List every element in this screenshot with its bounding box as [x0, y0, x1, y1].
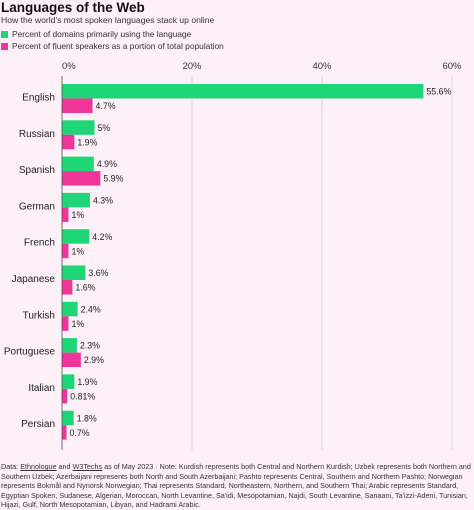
- data-label-s1-2: 5.9%: [103, 174, 123, 184]
- category-label-2: Spanish: [19, 165, 55, 176]
- category-label-3: German: [19, 201, 55, 212]
- category-label-1: Russian: [19, 129, 55, 140]
- footnote-and: and: [56, 462, 73, 471]
- category-label-6: Turkish: [23, 310, 55, 321]
- bar-s1-1: [62, 134, 75, 150]
- bar-chart: 0% 20% 40% 60%English55.6%4.7%Russian5%1.9%…: [4, 61, 462, 450]
- data-label-s1-7: 2.9%: [84, 355, 104, 365]
- bar-s0-8: [62, 374, 75, 389]
- data-label-s0-1: 5%: [98, 123, 111, 133]
- category-label-7: Portuguese: [4, 347, 56, 358]
- legend-label-domains: Percent of domains primarily using the l…: [12, 29, 192, 39]
- category-label-9: Persian: [21, 419, 55, 430]
- legend-item-domains: Percent of domains primarily using the l…: [1, 28, 224, 40]
- legend: Percent of domains primarily using the l…: [1, 28, 224, 52]
- legend-swatch-domains: [1, 30, 8, 38]
- data-label-s0-8: 1.9%: [77, 377, 97, 387]
- data-label-s0-6: 2.4%: [81, 304, 101, 314]
- legend-item-speakers: Percent of fluent speakers as a portion …: [1, 40, 224, 52]
- data-label-s0-0: 55.6%: [426, 87, 451, 97]
- data-label-s1-9: 0.7%: [70, 428, 90, 438]
- source-link-ethnologue[interactable]: Ethnologue: [20, 462, 57, 471]
- bar-s0-9: [62, 410, 74, 426]
- chart-subtitle: How the world's most spoken languages st…: [1, 15, 215, 25]
- source-link-w3techs[interactable]: W3Techs: [72, 462, 103, 471]
- data-label-s0-5: 3.6%: [88, 268, 108, 278]
- bar-s1-5: [62, 280, 73, 295]
- bar-s0-5: [62, 265, 86, 280]
- category-label-4: French: [24, 238, 55, 249]
- data-label-s1-1: 1.9%: [77, 137, 97, 147]
- bar-s1-3: [62, 207, 69, 222]
- data-label-s0-9: 1.8%: [77, 413, 97, 423]
- legend-swatch-speakers: [1, 42, 8, 50]
- bar-s0-6: [62, 301, 78, 317]
- data-label-s1-8: 0.81%: [70, 391, 95, 401]
- data-label-s1-4: 1%: [72, 246, 85, 256]
- bar-s1-9: [62, 425, 67, 440]
- bar-s0-7: [62, 338, 77, 353]
- bar-s0-1: [62, 120, 95, 135]
- bar-s1-0: [62, 98, 93, 113]
- bar-s0-3: [62, 192, 90, 208]
- footnote-text: as of May 2023 · Note: Kurdish represent…: [1, 462, 471, 510]
- bar-s1-6: [62, 316, 69, 331]
- data-label-s1-5: 1.6%: [75, 283, 95, 293]
- bar-s0-4: [62, 229, 90, 244]
- x-tick-label-2: 40%: [312, 61, 332, 72]
- x-tick-label-0: 0%: [62, 61, 76, 72]
- data-label-s0-2: 4.9%: [97, 159, 117, 169]
- footnote: Data: Ethnologue and W3Techs as of May 2…: [1, 462, 471, 510]
- data-label-s1-3: 1%: [72, 210, 85, 220]
- bar-s1-2: [62, 171, 101, 186]
- bar-s0-0: [62, 84, 424, 99]
- x-tick-label-3: 60%: [442, 61, 462, 72]
- bar-s1-7: [62, 352, 81, 368]
- category-label-8: Italian: [28, 383, 55, 394]
- data-label-s0-7: 2.3%: [80, 341, 100, 351]
- category-label-5: Japanese: [12, 274, 56, 285]
- category-label-0: English: [22, 93, 55, 104]
- x-tick-label-1: 20%: [182, 61, 202, 72]
- footnote-prefix: Data:: [1, 462, 21, 471]
- data-label-s1-0: 4.7%: [96, 101, 116, 111]
- bar-s1-4: [62, 243, 69, 259]
- data-label-s1-6: 1%: [72, 319, 85, 329]
- bar-s1-8: [62, 388, 68, 404]
- chart-title: Languages of the Web: [1, 0, 145, 15]
- data-label-s0-4: 4.2%: [92, 232, 112, 242]
- bar-s0-2: [62, 156, 94, 172]
- legend-label-speakers: Percent of fluent speakers as a portion …: [12, 41, 224, 51]
- data-label-s0-3: 4.3%: [93, 195, 113, 205]
